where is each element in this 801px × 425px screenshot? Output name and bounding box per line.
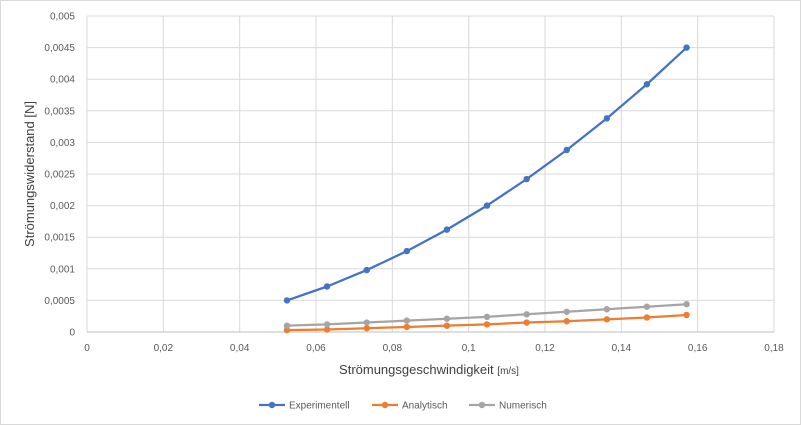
data-point (443, 226, 451, 233)
legend-marker (381, 401, 389, 409)
data-point (483, 313, 491, 321)
legend-item: Numerisch (469, 401, 547, 412)
data-point (283, 322, 291, 329)
data-point (283, 326, 291, 334)
data-point (443, 322, 451, 329)
tick-labels: 0 0,0005 0,001 0,0015 0,002 0,0025 0,003 0,0035… (44, 12, 784, 355)
x-axis-title: Strömungsgeschwindigkeit [m/s] (339, 362, 519, 377)
legend-label: Experimentell (289, 401, 350, 412)
y-tick-label: 0,0005 (44, 296, 75, 307)
data-point (483, 202, 491, 209)
legend: Experimentell Analytisch Numerisch (259, 401, 547, 412)
data-point (643, 303, 651, 310)
gridlines (86, 15, 775, 332)
x-tick-label: 0,04 (230, 343, 250, 354)
y-tick-label: 0,001 (50, 264, 75, 275)
data-point (603, 316, 611, 323)
x-tick-label: 0 (84, 343, 90, 354)
y-tick-label: 0,0025 (44, 170, 75, 181)
x-tick-label: 0,18 (764, 343, 784, 354)
legend-marker (478, 401, 486, 409)
data-point (523, 319, 530, 326)
series-numerisch (283, 300, 690, 329)
legend-marker (268, 401, 276, 409)
data-point (363, 266, 370, 274)
y-tick-label: 0,005 (50, 12, 75, 23)
y-tick-label: 0,0035 (44, 106, 75, 117)
data-point (603, 115, 611, 122)
data-point (683, 44, 690, 51)
data-point (643, 81, 651, 88)
data-point (523, 175, 530, 183)
x-tick-label: 0,02 (154, 343, 174, 354)
data-point (323, 326, 331, 333)
legend-label: Numerisch (499, 401, 547, 412)
y-axis-title: Strömungswiderstand [N] (22, 101, 37, 247)
data-point (683, 311, 690, 319)
data-point (323, 283, 331, 290)
x-tick-label: 0,16 (688, 343, 708, 354)
data-point (283, 297, 291, 304)
y-tick-label: 0,003 (50, 138, 75, 149)
series-experimentell (283, 44, 690, 304)
data-point (643, 314, 651, 321)
data-point (603, 306, 611, 313)
x-tick-label: 0,1 (462, 343, 476, 354)
x-tick-label: 0,08 (383, 343, 403, 354)
data-point (683, 300, 690, 308)
x-tick-label: 0,06 (306, 343, 326, 354)
y-tick-label: 0,0045 (44, 43, 75, 54)
y-tick-label: 0 (69, 328, 75, 339)
x-tick-label: 0,14 (612, 343, 632, 354)
legend-label: Analytisch (402, 401, 448, 412)
data-point (563, 318, 570, 325)
data-point (323, 321, 331, 328)
legend-item: Experimentell (259, 401, 350, 412)
x-tick-label: 0,12 (535, 343, 555, 354)
y-tick-label: 0,0015 (44, 233, 75, 244)
data-point (363, 325, 370, 332)
data-point (483, 321, 491, 328)
data-point (403, 317, 411, 324)
data-point (403, 323, 411, 331)
series-analytisch (283, 311, 690, 334)
data-point (443, 315, 451, 322)
data-point (523, 311, 530, 318)
data-point (363, 319, 370, 326)
data-point (403, 247, 411, 255)
data-point (563, 308, 570, 315)
data-point (563, 146, 570, 154)
y-tick-label: 0,004 (50, 75, 75, 86)
y-tick-label: 0,002 (50, 201, 75, 212)
series-layer (283, 44, 690, 334)
legend-item: Analytisch (372, 401, 448, 412)
